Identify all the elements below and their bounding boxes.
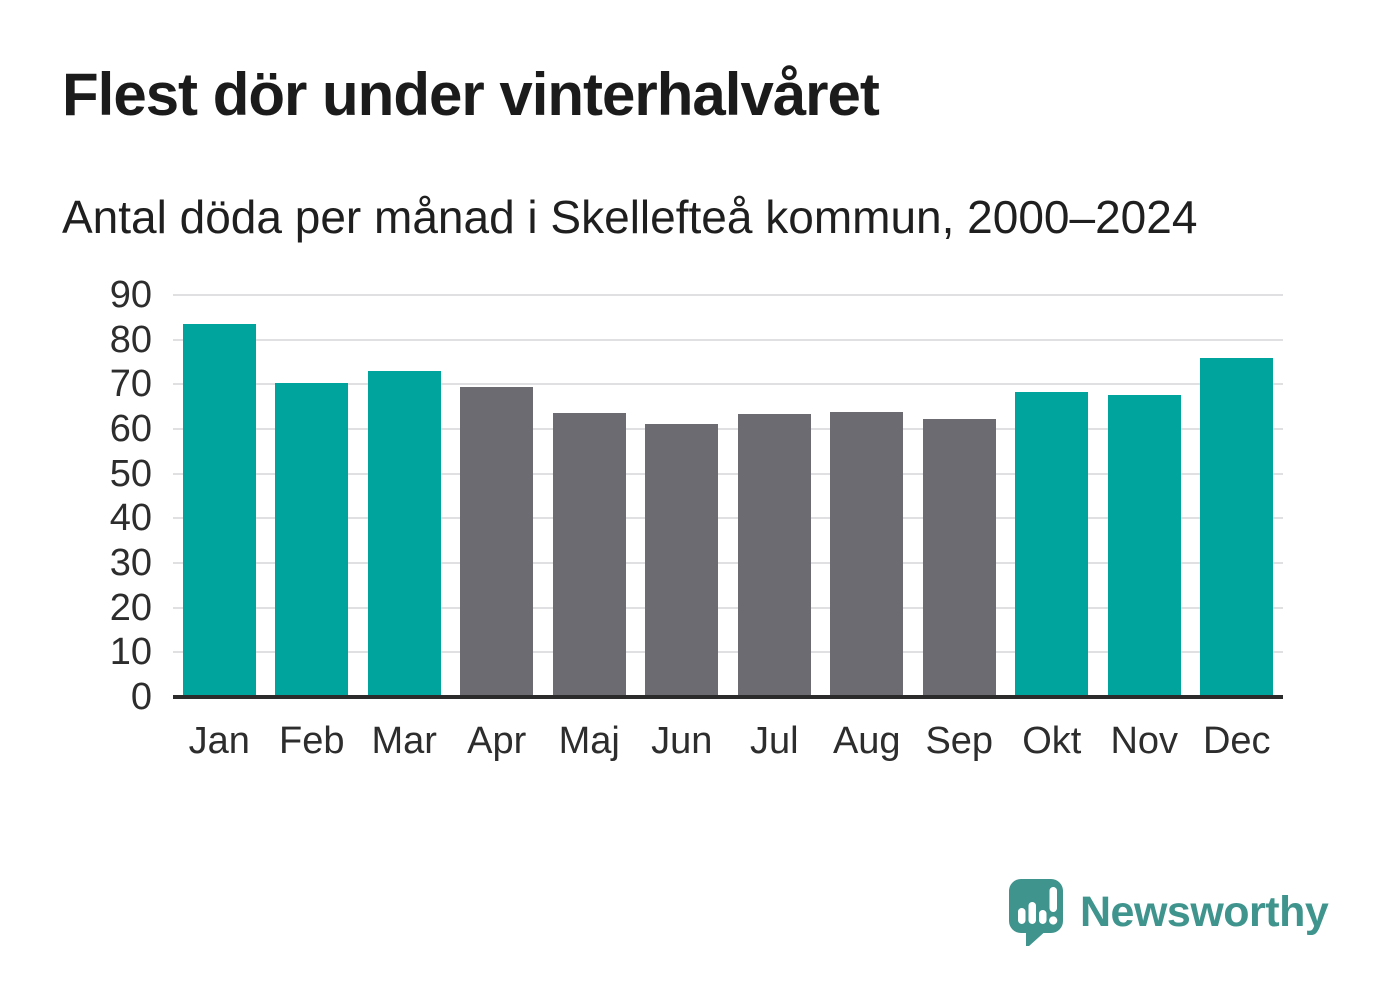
x-axis-tick-label-feb: Feb bbox=[279, 720, 345, 762]
y-axis-tick-label: 70 bbox=[109, 363, 152, 406]
y-axis-tick-label: 50 bbox=[109, 452, 152, 495]
y-axis-tick-label: 90 bbox=[109, 274, 152, 316]
x-axis-tick-label-apr: Apr bbox=[467, 720, 527, 762]
bar-aug bbox=[830, 412, 904, 697]
chart-title: Flest dör under vinterhalvåret bbox=[62, 61, 880, 128]
newsworthy-logo: Newsworthy bbox=[1008, 878, 1329, 946]
x-axis-tick-label-aug: Aug bbox=[832, 720, 901, 762]
newsworthy-logo-text: Newsworthy bbox=[1080, 887, 1329, 936]
gridline-y50 bbox=[173, 472, 1283, 475]
bar-jul bbox=[737, 414, 811, 697]
x-axis-line bbox=[173, 695, 1283, 699]
gridline-y20 bbox=[173, 606, 1283, 609]
gridline-y40 bbox=[173, 517, 1283, 520]
newsworthy-logo-icon bbox=[1009, 879, 1063, 946]
x-axis-tick-label-jan: Jan bbox=[188, 720, 250, 762]
y-axis-tick-label: 0 bbox=[130, 676, 152, 718]
bar-apr bbox=[460, 386, 534, 697]
bar-mar bbox=[367, 370, 441, 697]
x-axis-tick-label-sep: Sep bbox=[925, 720, 994, 762]
bar-nov bbox=[1107, 395, 1181, 697]
bar-jan bbox=[182, 324, 256, 697]
y-axis-tick-label: 30 bbox=[109, 542, 152, 584]
x-axis-tick-label-okt: Okt bbox=[1022, 720, 1082, 762]
y-axis-tick-label: 20 bbox=[109, 586, 152, 629]
gridline-y30 bbox=[173, 562, 1283, 564]
bar-feb bbox=[275, 383, 349, 697]
bar-maj bbox=[552, 413, 626, 697]
gridline-y80 bbox=[173, 338, 1283, 341]
bar-jun bbox=[645, 423, 719, 697]
x-axis-tick-label-dec: Dec bbox=[1202, 720, 1271, 762]
x-axis-tick-label-maj: Maj bbox=[558, 720, 620, 762]
y-axis-tick-label: 10 bbox=[109, 631, 152, 674]
bar-okt bbox=[1015, 392, 1089, 697]
x-axis-tick-label-mar: Mar bbox=[371, 720, 437, 762]
gridline-y10 bbox=[173, 651, 1283, 654]
bar-dec bbox=[1200, 358, 1274, 697]
x-axis-tick-label-nov: Nov bbox=[1110, 720, 1179, 762]
gridline-y90 bbox=[173, 294, 1283, 296]
y-axis-tick-label: 40 bbox=[109, 497, 152, 540]
gridline-y60 bbox=[173, 428, 1283, 430]
gridline-y70 bbox=[173, 383, 1283, 386]
x-axis-tick-label-jul: Jul bbox=[749, 720, 799, 762]
x-axis-tick-label-jun: Jun bbox=[651, 720, 713, 762]
y-axis-tick-label: 60 bbox=[109, 408, 152, 450]
chart-subtitle: Antal döda per månad i Skellefteå kommun… bbox=[62, 191, 1198, 243]
y-axis-tick-label: 80 bbox=[109, 318, 152, 361]
bar-sep bbox=[922, 419, 996, 697]
